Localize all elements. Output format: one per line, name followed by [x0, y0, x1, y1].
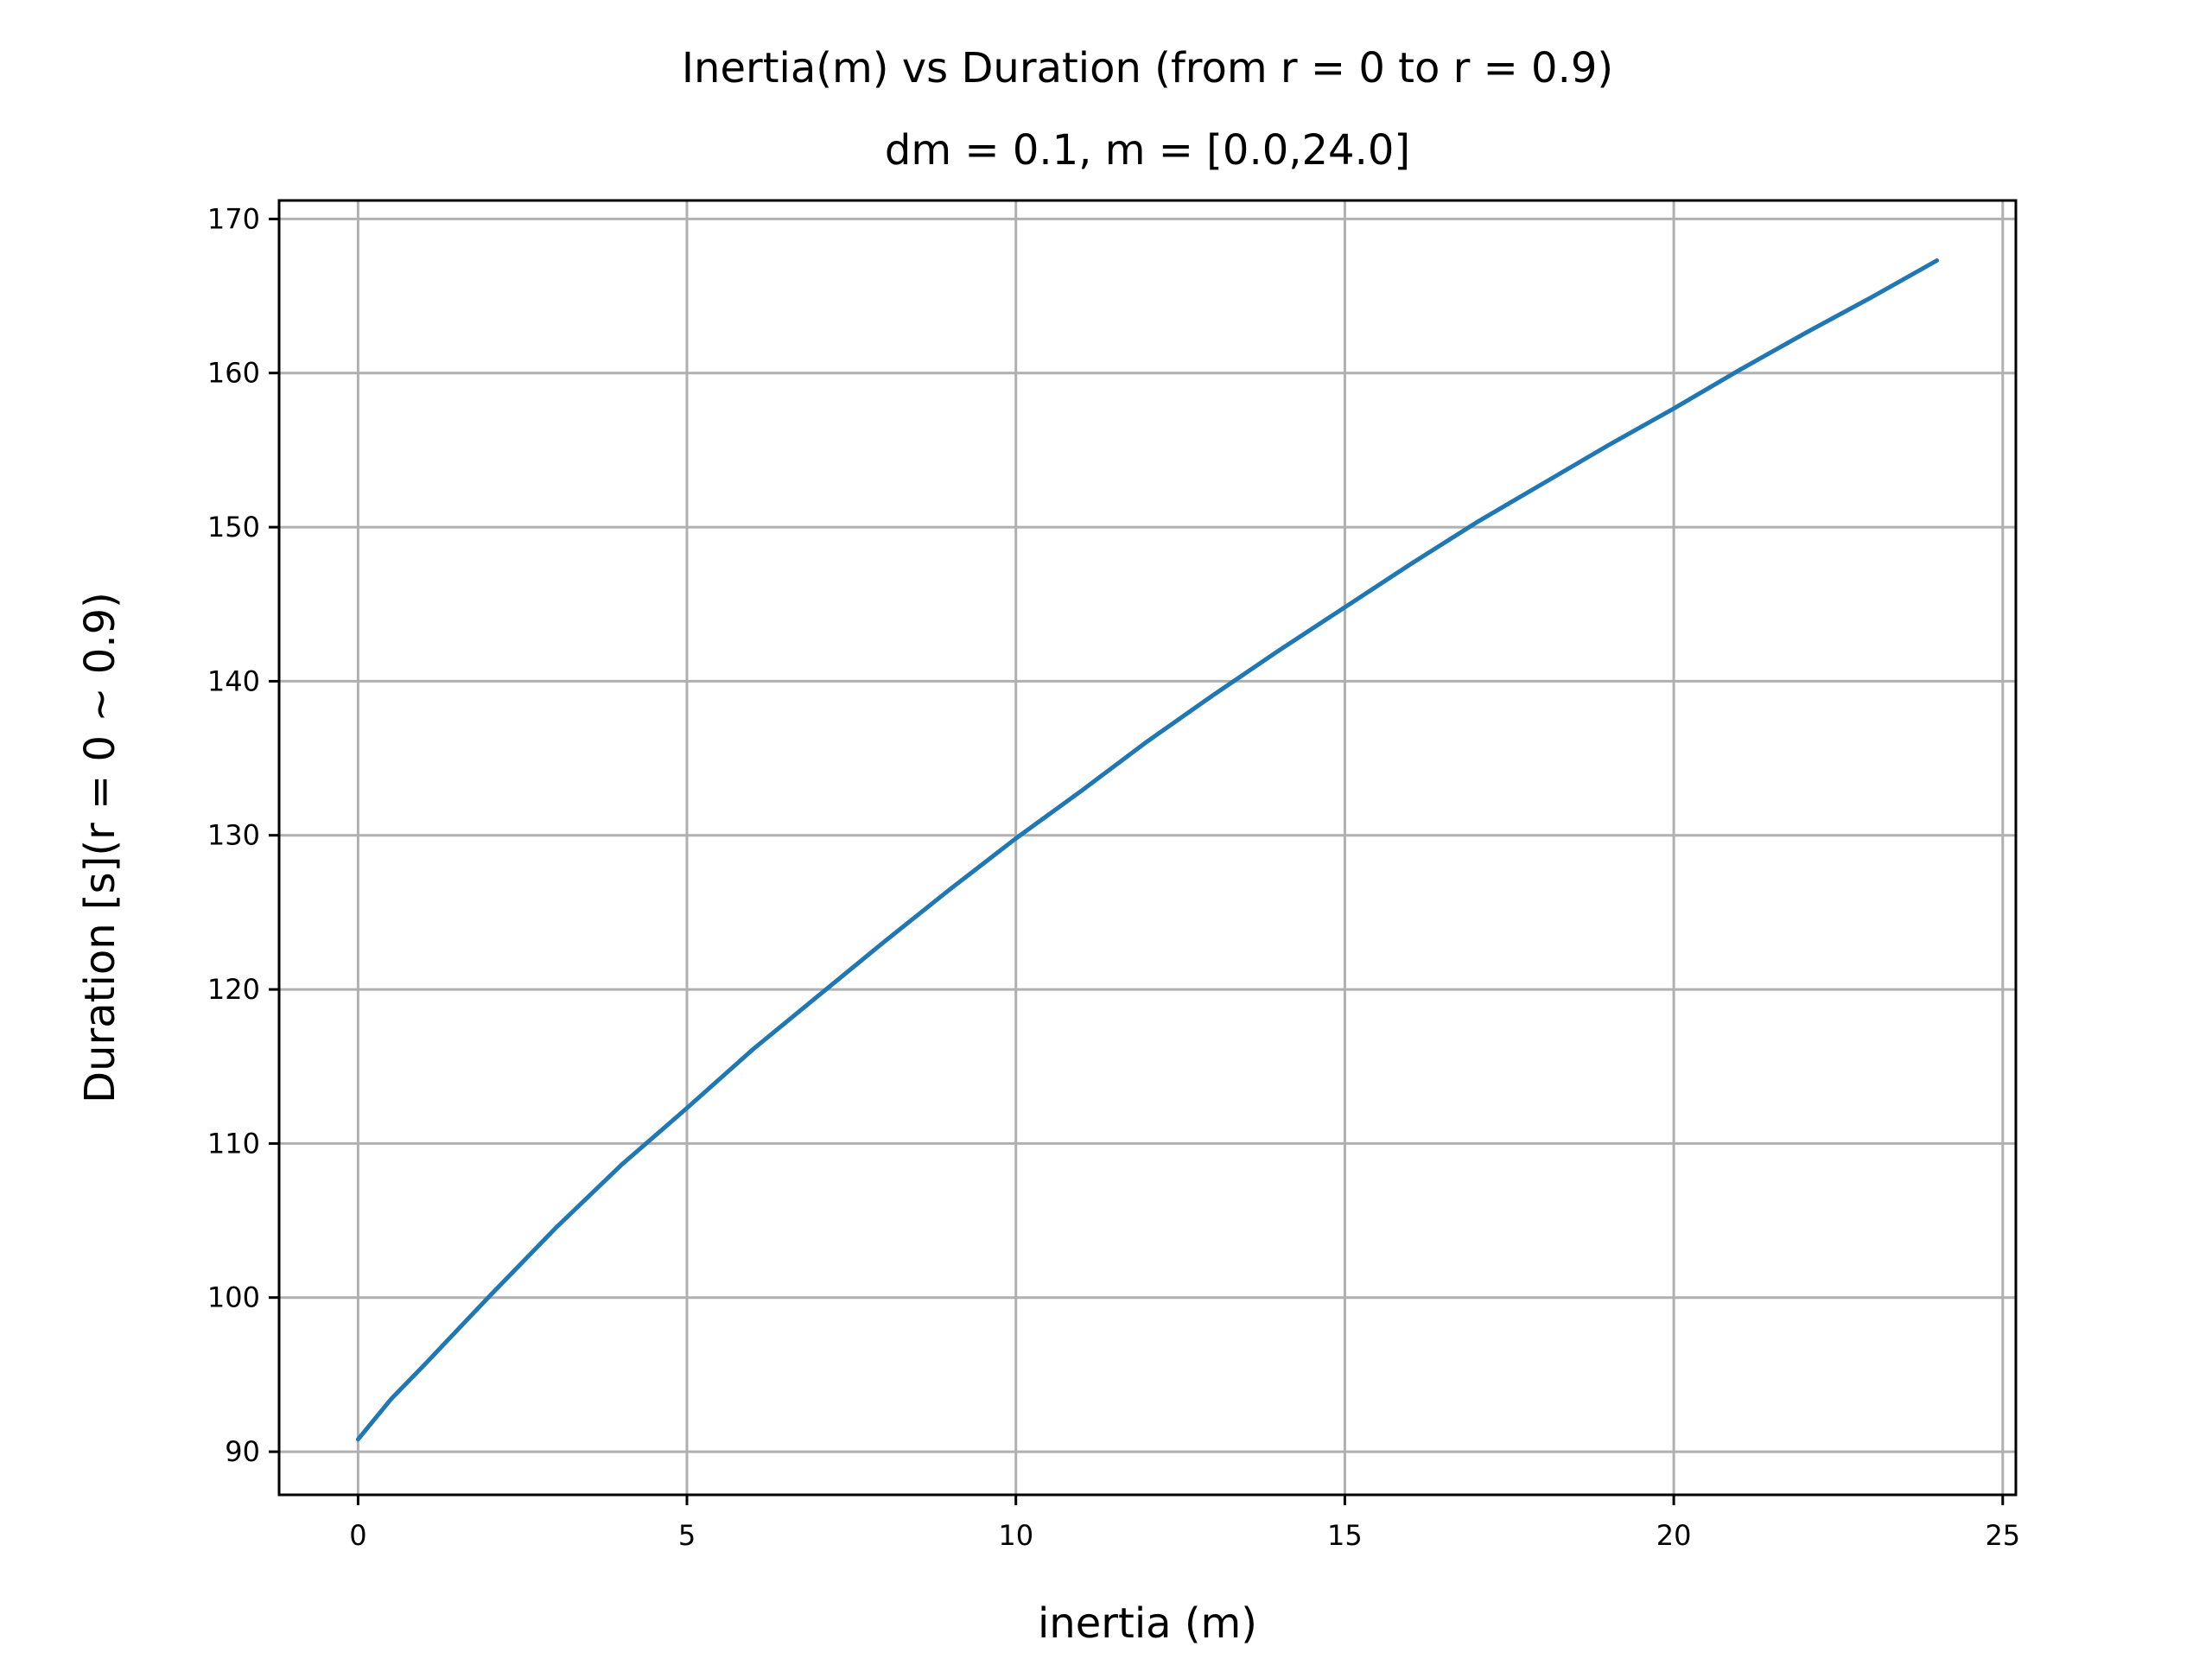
y-tick-label: 90	[225, 1435, 260, 1468]
chart-title: Inertia(m) vs Duration (from r = 0 to r …	[682, 44, 1613, 92]
grid	[279, 200, 2016, 1495]
y-axis-label: Duration [s](r = 0 ~ 0.9)	[76, 592, 124, 1103]
y-tick-label: 120	[207, 973, 260, 1006]
plot-frame	[277, 199, 2018, 1497]
chart-subtitle: dm = 0.1, m = [0.0,24.0]	[885, 126, 1410, 175]
series-line	[355, 258, 1940, 1442]
series-layer	[355, 258, 1940, 1442]
ticks: 0 5 10 15 20 25 90 100 110 120 130 140 150 160 170	[207, 202, 2020, 1552]
x-tick-label: 0	[349, 1519, 366, 1552]
y-tick-label: 100	[207, 1281, 260, 1314]
y-tick-label: 110	[207, 1127, 260, 1160]
y-tick-label: 150	[207, 511, 260, 543]
x-tick-label: 15	[1327, 1519, 1363, 1552]
y-tick-label: 170	[207, 202, 260, 235]
x-tick-label: 20	[1656, 1519, 1692, 1552]
y-tick-label: 160	[207, 357, 260, 390]
x-tick-label: 25	[1985, 1519, 2020, 1552]
x-axis-label: inertia (m)	[1038, 1599, 1257, 1648]
y-tick-label: 140	[207, 664, 260, 697]
y-tick-label: 130	[207, 819, 260, 852]
x-tick-label: 10	[998, 1519, 1033, 1552]
x-tick-label: 5	[678, 1519, 696, 1552]
